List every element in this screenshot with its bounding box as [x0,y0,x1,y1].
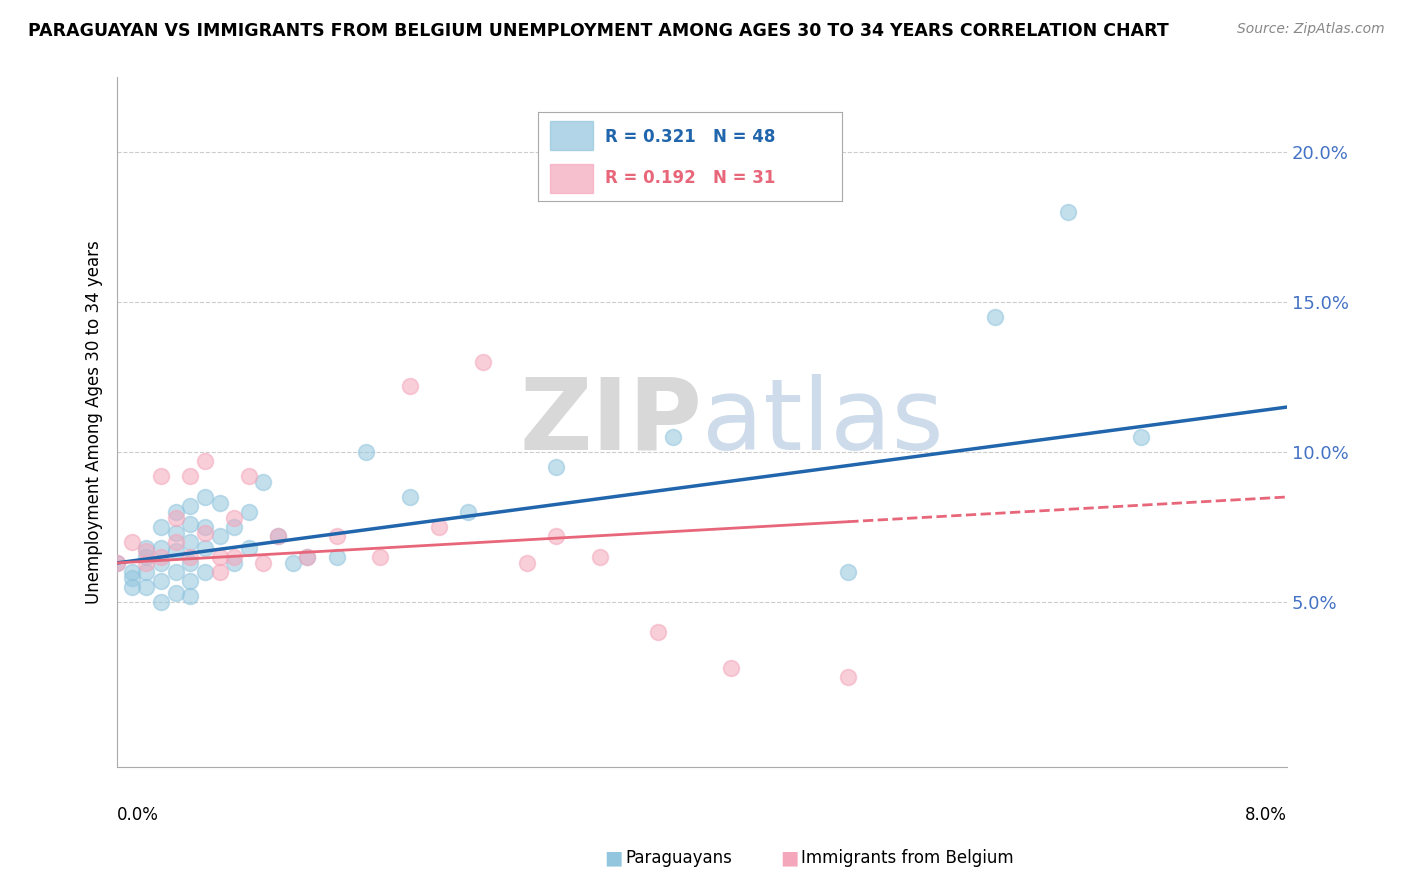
Point [179,499,201,513]
Point [165,505,187,519]
Point [398,379,420,393]
Text: atlas: atlas [702,374,943,471]
Point [544,460,567,475]
Point [1056,205,1078,219]
Point [589,549,612,564]
Point [194,520,217,534]
Point [983,310,1005,325]
Point [194,454,217,468]
Point [208,549,231,564]
Point [165,544,187,558]
Point [121,571,143,585]
Point [662,430,685,444]
Point [297,549,319,564]
Text: PARAGUAYAN VS IMMIGRANTS FROM BELGIUM UNEMPLOYMENT AMONG AGES 30 TO 34 YEARS COR: PARAGUAYAN VS IMMIGRANTS FROM BELGIUM UN… [28,22,1168,40]
Point [281,556,304,570]
Point [224,520,246,534]
Point [179,574,201,588]
Point [165,565,187,579]
Point [179,535,201,549]
Point [252,475,274,489]
Point [165,525,187,540]
Point [544,529,567,543]
Point [354,445,377,459]
Point [837,565,859,579]
Point [150,574,173,588]
Point [647,624,669,639]
Point [150,520,173,534]
Point [194,541,217,555]
Point [135,549,157,564]
Point [427,520,450,534]
Point [370,549,392,564]
Point [165,511,187,525]
Point [105,556,128,570]
Text: Source: ZipAtlas.com: Source: ZipAtlas.com [1237,22,1385,37]
Point [224,549,246,564]
Point [516,556,538,570]
Point [121,580,143,594]
Text: 0.0%: 0.0% [117,805,159,823]
Point [135,544,157,558]
Text: ZIP: ZIP [519,374,702,471]
Point [837,670,859,684]
Point [398,490,420,504]
Point [297,549,319,564]
Point [224,511,246,525]
Point [194,525,217,540]
Point [252,556,274,570]
Point [208,565,231,579]
Point [105,556,128,570]
Text: ■: ■ [780,848,799,868]
Point [121,565,143,579]
Point [135,565,157,579]
Point [165,535,187,549]
Text: ■: ■ [605,848,623,868]
Point [267,529,290,543]
Point [194,490,217,504]
Point [471,355,494,369]
Point [238,541,260,555]
Point [325,549,347,564]
Y-axis label: Unemployment Among Ages 30 to 34 years: Unemployment Among Ages 30 to 34 years [86,240,103,604]
Point [720,661,742,675]
Point [179,556,201,570]
Point [150,469,173,483]
Point [325,529,347,543]
Point [150,595,173,609]
Point [121,535,143,549]
Point [267,529,290,543]
Point [194,565,217,579]
Point [150,549,173,564]
Point [238,469,260,483]
Point [224,556,246,570]
Text: 8.0%: 8.0% [1246,805,1286,823]
Text: Immigrants from Belgium: Immigrants from Belgium [801,849,1014,867]
Point [457,505,479,519]
Point [150,541,173,555]
Point [135,541,157,555]
Point [179,516,201,531]
Point [208,496,231,510]
Point [179,469,201,483]
Point [150,556,173,570]
Point [179,589,201,603]
Point [165,586,187,600]
Point [135,556,157,570]
Point [238,505,260,519]
Point [179,549,201,564]
Text: Paraguayans: Paraguayans [626,849,733,867]
Point [208,529,231,543]
Point [135,580,157,594]
Point [1129,430,1152,444]
